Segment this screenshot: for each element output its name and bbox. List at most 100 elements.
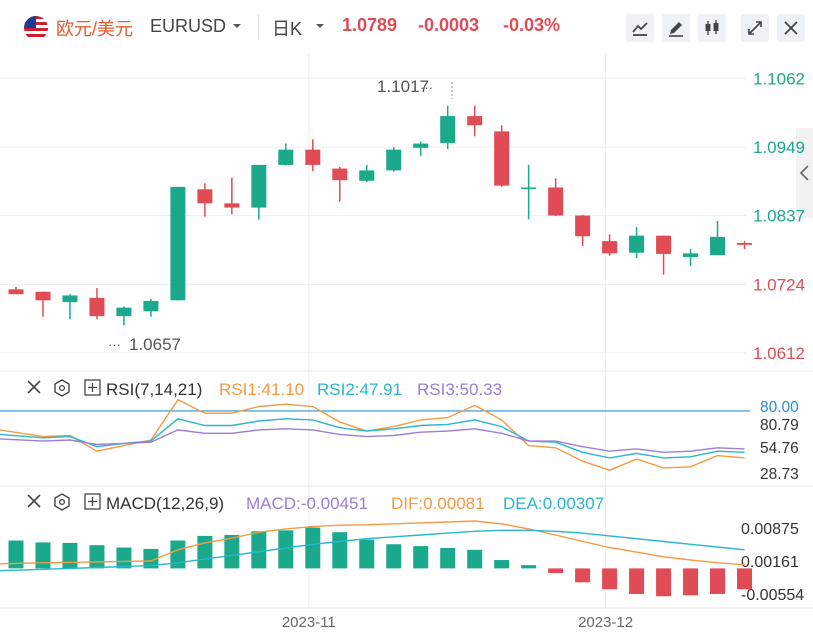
add-indicator-icon[interactable]	[84, 493, 101, 510]
macd-panel-header: MACD(12,26,9) MACD:-0.00451 DIF:0.00081 …	[27, 493, 604, 513]
chart-header: 欧元/美元 EURUSD 日K 1.0789 -0.0003 -0.03%	[0, 0, 813, 54]
rsi3-name: RSI3	[417, 380, 455, 399]
macd-histogram-bar	[656, 568, 672, 597]
chevron-down-icon[interactable]	[315, 22, 325, 30]
macd-histogram-bar	[602, 568, 618, 590]
candle-style-button[interactable]	[698, 14, 726, 42]
high-annotation-leader: ···	[420, 80, 433, 95]
add-indicator-icon-plus	[88, 383, 97, 392]
dea-value: 0.00307	[543, 494, 604, 513]
candle-body[interactable]	[494, 131, 510, 186]
chevron-left-icon	[799, 165, 809, 181]
macd-histogram-bar	[332, 532, 348, 569]
rsi1-name: RSI1	[219, 380, 257, 399]
macd-panel: 0.00875 0.00161 -0.00554	[0, 520, 804, 604]
add-indicator-icon[interactable]	[84, 379, 101, 396]
candle-body[interactable]	[278, 149, 294, 165]
macd-histogram-bar	[629, 568, 645, 594]
macd-histogram-bar	[170, 540, 186, 569]
low-annotation-leader: ···	[108, 337, 121, 352]
candle-body[interactable]	[170, 186, 186, 301]
rsi3-value: 50.33	[460, 380, 503, 399]
candle-body[interactable]	[575, 215, 591, 237]
candle-body[interactable]	[359, 170, 375, 181]
candle-body[interactable]	[251, 164, 267, 208]
candle-body[interactable]	[386, 149, 402, 171]
candle-body[interactable]	[8, 289, 24, 295]
macd-histogram-bar	[494, 560, 510, 569]
settings-icon-center	[58, 498, 66, 506]
candlestick-series	[8, 105, 753, 326]
rsi-series-line	[0, 428, 745, 454]
close-icon[interactable]	[27, 494, 41, 508]
rsi3-legend: RSI3:50.33	[417, 380, 502, 399]
rsi1-legend: RSI1:41.10	[219, 380, 304, 399]
macd-histogram-bar	[278, 530, 294, 569]
candle-body[interactable]	[305, 149, 321, 165]
price-change-pct: -0.03%	[503, 15, 561, 35]
pair-code[interactable]: EURUSD	[150, 16, 227, 36]
line-chart-button[interactable]	[626, 14, 654, 42]
candle-body[interactable]	[35, 291, 51, 301]
candle-body[interactable]	[197, 189, 213, 204]
macd-histogram-bar	[413, 546, 429, 569]
settings-icon-center	[58, 384, 66, 392]
dif-name: DIF	[391, 494, 418, 513]
price-axis: 1.1062 1.0949 1.0837 1.0724 1.0612	[753, 69, 805, 362]
macd-tick-label: 0.00161	[741, 554, 799, 571]
fullscreen-icon	[748, 21, 762, 35]
settings-icon[interactable]	[54, 493, 70, 511]
candle-body[interactable]	[116, 307, 132, 317]
side-panel-handle[interactable]	[796, 128, 813, 218]
candle-body[interactable]	[224, 203, 240, 208]
candle-body[interactable]	[602, 241, 618, 254]
candle-body[interactable]	[467, 116, 483, 126]
high-annotation: 1.1017	[377, 77, 429, 96]
close-button[interactable]	[777, 14, 805, 42]
candle-body[interactable]	[521, 187, 537, 189]
macd-histogram-bar	[737, 568, 753, 590]
candle-body[interactable]	[143, 300, 159, 312]
macd-histogram-bar	[683, 568, 699, 596]
price-tick-label: 1.0724	[753, 275, 805, 294]
rsi1-value: 41.10	[262, 380, 305, 399]
candle-body[interactable]	[656, 235, 672, 254]
pair-name-cn[interactable]: 欧元/美元	[56, 19, 134, 39]
draw-button[interactable]	[662, 14, 690, 42]
macd-histogram-bar	[8, 540, 24, 569]
last-price: 1.0789	[342, 15, 398, 35]
candle-body[interactable]	[710, 236, 726, 256]
candle-body[interactable]	[413, 143, 429, 148]
settings-icon[interactable]	[54, 379, 70, 397]
macd-tick-label: 0.00875	[741, 521, 799, 538]
macd-histogram-bar	[467, 549, 483, 569]
candle-body[interactable]	[683, 253, 699, 257]
rsi2-value: 47.91	[360, 380, 403, 399]
candle-body[interactable]	[440, 116, 456, 143]
time-tick-label: 2023-12	[578, 614, 633, 631]
chevron-down-icon[interactable]	[232, 22, 242, 30]
candle-body[interactable]	[629, 235, 645, 253]
candle-body[interactable]	[548, 187, 564, 216]
dif-value: 0.00081	[423, 494, 484, 513]
candle-body[interactable]	[89, 297, 105, 317]
dea-line	[0, 529, 745, 572]
candle-body[interactable]	[332, 168, 348, 181]
period-selector[interactable]: 日K	[272, 19, 303, 39]
eu-us-flag-icon	[24, 16, 48, 40]
macd-histogram-bar	[575, 568, 591, 583]
fullscreen-button[interactable]	[741, 14, 769, 42]
candle-body[interactable]	[737, 242, 753, 245]
chart-grid	[0, 54, 746, 608]
macd-histogram-bar	[62, 542, 78, 569]
rsi-params: RSI(7,14,21)	[106, 380, 202, 399]
price-change: -0.0003	[418, 15, 480, 35]
candle-body[interactable]	[62, 295, 78, 303]
macd-histogram-bar	[440, 547, 456, 569]
dea-legend: DEA:0.00307	[503, 494, 604, 513]
macd-tick-label: -0.00554	[741, 587, 804, 604]
close-icon	[784, 21, 798, 35]
close-icon[interactable]	[27, 380, 41, 394]
dea-name: DEA	[503, 494, 539, 513]
